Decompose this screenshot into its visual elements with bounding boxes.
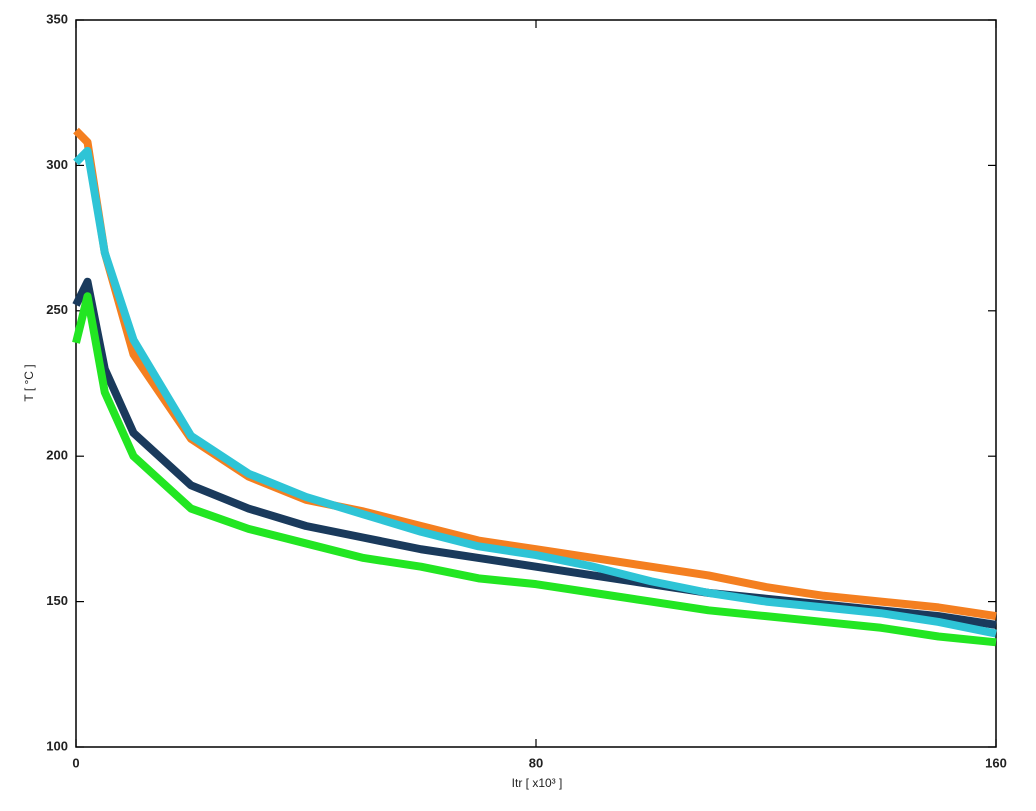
data-line bbox=[73, 146, 997, 638]
data-line bbox=[73, 127, 997, 621]
data-line bbox=[72, 292, 997, 647]
y-tick-label: 150 bbox=[46, 593, 68, 608]
x-tick-label: 80 bbox=[529, 755, 543, 770]
y-tick-label: 250 bbox=[46, 302, 68, 317]
y-axis-label: T [ °C ] bbox=[22, 364, 36, 401]
y-tick-label: 350 bbox=[46, 11, 68, 26]
plot-frame bbox=[75, 19, 997, 748]
y-tick-label: 200 bbox=[46, 448, 68, 463]
y-tick-label: 300 bbox=[46, 157, 68, 172]
x-tick-label: 160 bbox=[985, 755, 1007, 770]
x-axis-label: Itr [ x10³ ] bbox=[512, 776, 563, 790]
x-tick-label: 0 bbox=[72, 755, 79, 770]
y-tick-label: 100 bbox=[46, 738, 68, 753]
